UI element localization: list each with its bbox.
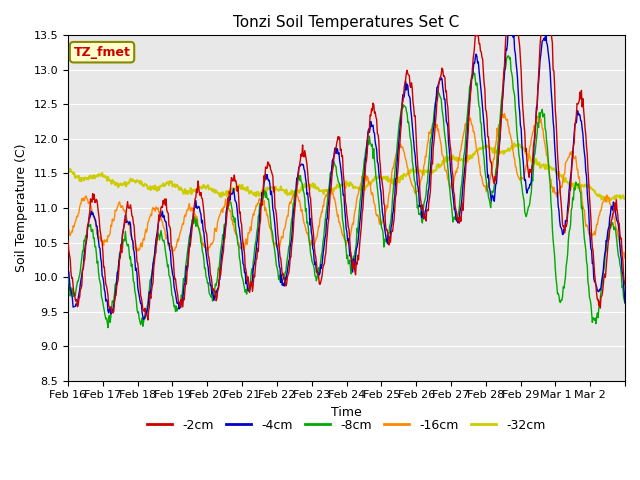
Text: TZ_fmet: TZ_fmet bbox=[74, 46, 131, 59]
X-axis label: Time: Time bbox=[331, 406, 362, 419]
Legend: -2cm, -4cm, -8cm, -16cm, -32cm: -2cm, -4cm, -8cm, -16cm, -32cm bbox=[142, 414, 550, 437]
Y-axis label: Soil Temperature (C): Soil Temperature (C) bbox=[15, 144, 28, 272]
Title: Tonzi Soil Temperatures Set C: Tonzi Soil Temperatures Set C bbox=[234, 15, 460, 30]
